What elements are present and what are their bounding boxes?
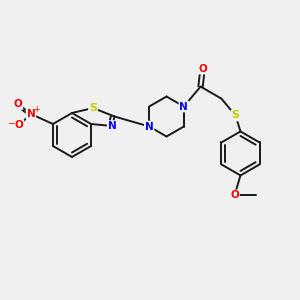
Text: N: N	[27, 109, 35, 119]
Text: +: +	[33, 104, 39, 113]
Text: O: O	[230, 190, 239, 200]
Text: S: S	[232, 110, 239, 120]
Text: S: S	[89, 103, 97, 113]
Text: N: N	[108, 121, 116, 131]
Text: O: O	[198, 64, 207, 74]
Text: N: N	[179, 101, 188, 112]
Text: O: O	[14, 99, 22, 109]
Text: −: −	[7, 118, 15, 127]
Text: N: N	[145, 122, 154, 131]
Text: O: O	[15, 120, 23, 130]
